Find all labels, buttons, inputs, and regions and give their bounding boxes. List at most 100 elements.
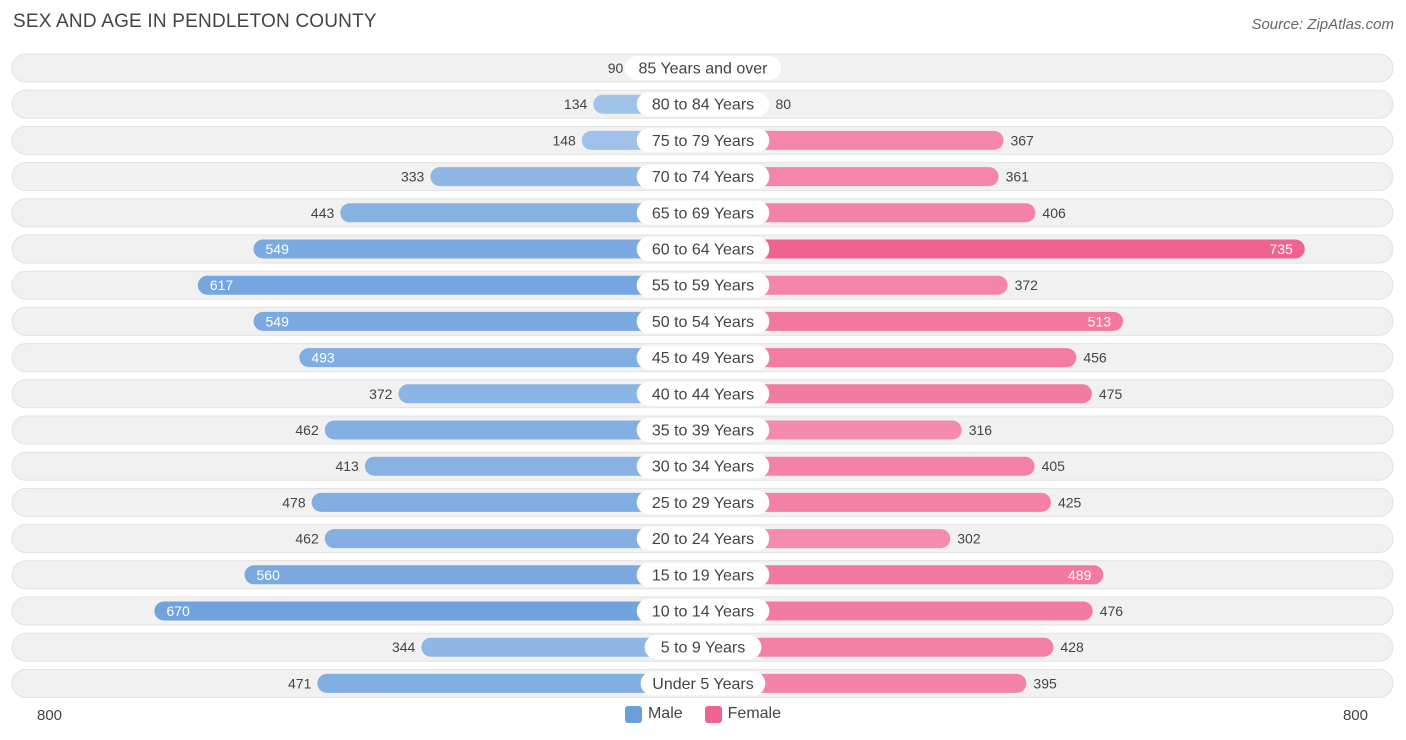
- chart-row: 372 475 40 to 44 Years: [11, 379, 1394, 409]
- female-value-label: 405: [1042, 458, 1066, 474]
- category-pill: [636, 381, 770, 406]
- chart-row: 478 425 25 to 29 Years: [11, 487, 1394, 517]
- bar-female: [703, 565, 1104, 585]
- category-label: 45 to 49 Years: [652, 350, 754, 367]
- female-value-label: 475: [1099, 386, 1123, 402]
- male-value-label: 443: [311, 205, 335, 221]
- legend-label-male: Male: [647, 705, 683, 722]
- female-value-label: 361: [1006, 169, 1030, 185]
- category-label: 15 to 19 Years: [652, 567, 754, 584]
- male-value-label: 670: [166, 603, 190, 619]
- female-value-label: 456: [1083, 350, 1107, 366]
- category-pill: [636, 200, 770, 225]
- chart-row: 462 302 20 to 24 Years: [11, 524, 1394, 554]
- male-value-label: 560: [257, 567, 281, 583]
- male-value-label: 344: [392, 639, 416, 655]
- bar-female: [703, 130, 1004, 150]
- category-pill: [636, 526, 770, 551]
- bar-male: [311, 492, 703, 512]
- category-pill: [644, 635, 762, 660]
- bar-female: [703, 492, 1051, 512]
- legend-item-female[interactable]: Female: [704, 705, 782, 723]
- category-label: 35 to 39 Years: [652, 423, 754, 440]
- female-value-label: 80: [776, 96, 792, 112]
- male-value-label: 90: [608, 60, 624, 76]
- male-value-label: 148: [552, 132, 576, 148]
- female-value-label: 476: [1100, 603, 1124, 619]
- bar-male: [253, 239, 703, 259]
- bar-male: [324, 420, 703, 440]
- legend-item-male[interactable]: Male: [624, 705, 683, 723]
- male-value-label: 333: [401, 169, 425, 185]
- bar-female: [703, 348, 1077, 368]
- bar-female: [703, 637, 1054, 657]
- category-label: 80 to 84 Years: [652, 97, 754, 114]
- legend-label-female: Female: [727, 705, 782, 722]
- bar-male: [253, 311, 703, 331]
- category-pill: [636, 92, 770, 117]
- male-value-label: 617: [210, 277, 234, 293]
- chart-row: 549 513 50 to 54 Years: [11, 306, 1394, 336]
- male-value-label: 549: [266, 313, 290, 329]
- bar-male: [398, 384, 703, 404]
- male-value-label: 549: [266, 241, 290, 257]
- bar-male: [364, 456, 703, 476]
- female-value-label: 428: [1060, 639, 1084, 655]
- category-pill: [636, 164, 770, 189]
- axis-left-max-label: 800: [37, 707, 63, 724]
- male-value-label: 413: [335, 458, 359, 474]
- bar-female: [703, 384, 1092, 404]
- category-pill: [636, 309, 770, 334]
- category-label: 20 to 24 Years: [652, 531, 754, 548]
- male-value-label: 462: [295, 422, 319, 438]
- category-pill: [636, 599, 770, 623]
- female-value-label: 395: [1033, 675, 1057, 691]
- female-value-label: 367: [1010, 132, 1034, 148]
- chart-title: SEX AND AGE IN PENDLETON COUNTY: [13, 11, 377, 32]
- legend-swatch-male: [624, 705, 642, 723]
- female-value-label: 513: [1088, 313, 1112, 329]
- category-label: 75 to 79 Years: [652, 133, 754, 150]
- category-pill: [636, 418, 770, 442]
- category-label: 10 to 14 Years: [652, 604, 754, 621]
- category-pill: [636, 454, 770, 479]
- bar-female: [703, 311, 1124, 331]
- bar-female: [703, 456, 1035, 476]
- bar-male: [154, 601, 703, 621]
- category-label: 65 to 69 Years: [652, 205, 754, 222]
- chart-row: 617 372 55 to 59 Years: [11, 270, 1394, 300]
- category-pill: [636, 237, 770, 261]
- male-value-label: 493: [311, 350, 335, 366]
- category-label: 40 to 44 Years: [652, 386, 754, 403]
- category-pill: [636, 562, 770, 587]
- chart-row: 560 489 15 to 19 Years: [11, 560, 1394, 590]
- bar-male: [421, 637, 703, 657]
- category-label: 50 to 54 Years: [652, 314, 754, 331]
- chart-row: 471 395 Under 5 Years: [11, 668, 1394, 698]
- category-label: 30 to 34 Years: [652, 459, 754, 476]
- bar-male: [340, 203, 703, 223]
- female-value-label: 302: [957, 531, 981, 547]
- axis-right-max-label: 800: [1342, 707, 1368, 724]
- female-value-label: 406: [1042, 205, 1066, 221]
- chart-source: Source: ZipAtlas.com: [1251, 16, 1394, 33]
- category-pill: [636, 128, 770, 153]
- category-label: Under 5 Years: [652, 676, 753, 693]
- male-value-label: 471: [288, 675, 312, 691]
- chart-row: 549 735 60 to 64 Years: [11, 234, 1394, 264]
- category-label: 55 to 59 Years: [652, 278, 754, 295]
- category-label: 25 to 29 Years: [652, 495, 754, 512]
- bar-male: [197, 275, 704, 295]
- category-pill: [624, 56, 782, 80]
- bar-male: [430, 167, 703, 187]
- legend: Male Female: [0, 705, 1406, 723]
- male-value-label: 478: [282, 494, 306, 510]
- category-pill: [640, 671, 766, 696]
- bar-female: [703, 239, 1305, 259]
- category-label: 85 Years and over: [639, 61, 769, 78]
- female-value-label: 735: [1269, 241, 1293, 257]
- chart-row: 443 406 65 to 69 Years: [11, 198, 1394, 228]
- chart-row: 148 367 75 to 79 Years: [11, 125, 1394, 155]
- chart-row: 413 405 30 to 34 Years: [11, 451, 1394, 481]
